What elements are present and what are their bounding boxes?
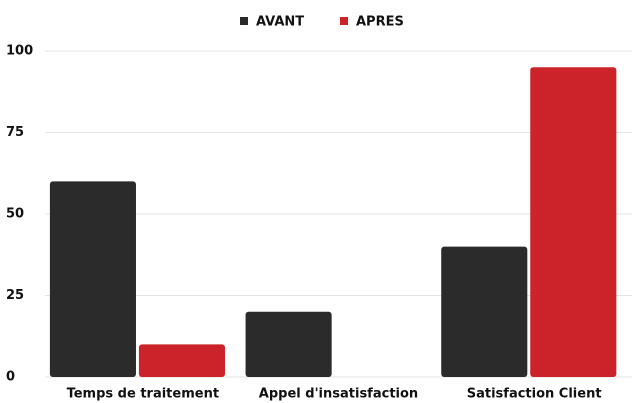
bar [49, 181, 136, 377]
x-tick-label: Appel d'insatisfaction [259, 387, 418, 402]
y-tick-label: 50 [6, 207, 24, 222]
bar [441, 246, 528, 377]
legend-label: APRES [356, 15, 404, 30]
y-tick-label: 0 [6, 370, 15, 385]
bar [138, 344, 226, 377]
y-tick-label: 25 [6, 288, 24, 303]
x-tick-label: Satisfaction Client [467, 387, 602, 402]
y-tick-label: 75 [6, 125, 24, 140]
legend-marker [240, 17, 248, 25]
bar [530, 67, 617, 378]
legend-label: AVANT [256, 15, 304, 30]
bar [245, 311, 332, 377]
x-tick-label: Temps de traitement [67, 387, 219, 402]
legend-marker [340, 17, 348, 25]
y-tick-label: 100 [6, 44, 33, 59]
